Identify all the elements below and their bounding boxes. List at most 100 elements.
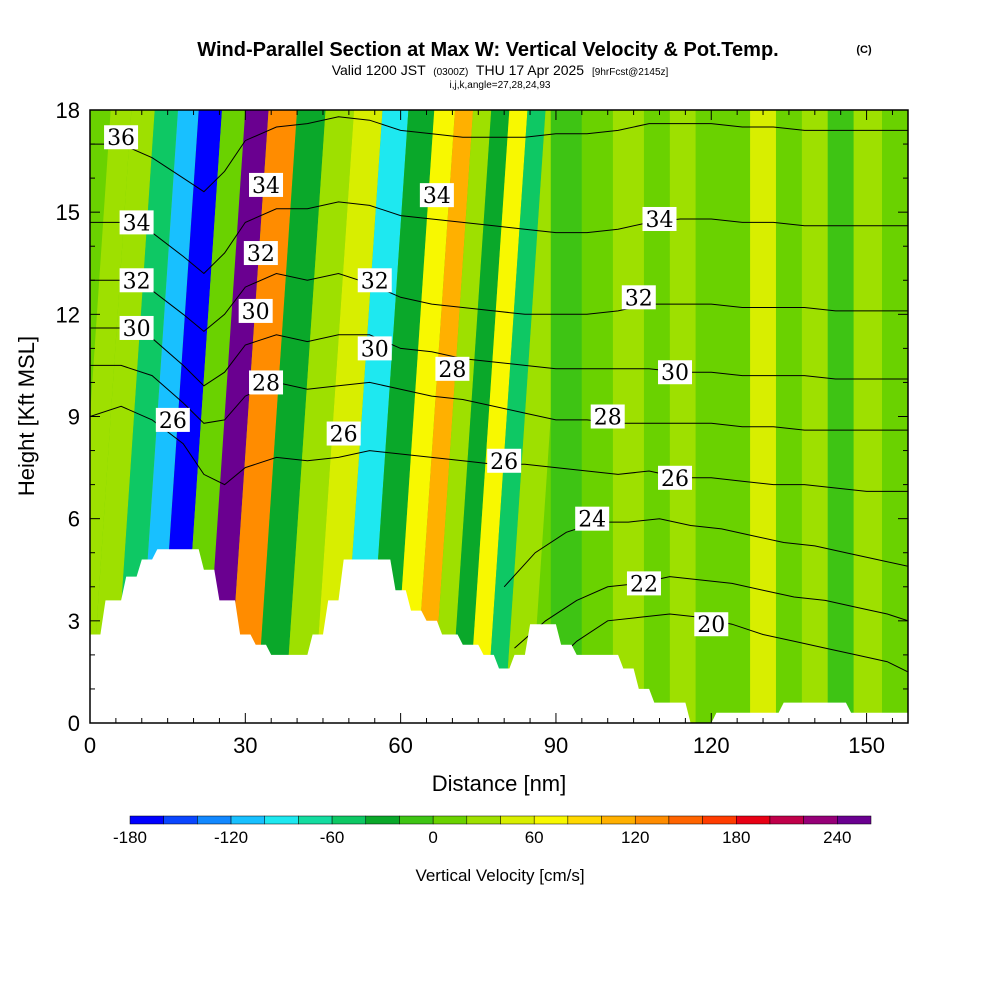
velocity-band <box>284 110 355 723</box>
x-tick-label: 30 <box>233 733 257 758</box>
contour-label-text: 34 <box>423 184 451 209</box>
contour-label: 34 <box>119 210 154 236</box>
contour-label-box <box>658 465 693 490</box>
y-tick-label: 0 <box>68 711 80 736</box>
chart-title: Wind-Parallel Section at Max W: Vertical… <box>197 39 778 61</box>
contour-label-box <box>249 172 284 197</box>
contour-label-box <box>435 356 470 381</box>
colorbar-swatch <box>163 815 198 825</box>
velocity-band <box>392 110 455 723</box>
velocity-band <box>467 110 528 723</box>
theta-contour-26 <box>90 405 908 492</box>
contour-label-box <box>658 360 693 385</box>
contour-label-box <box>119 315 154 340</box>
copyright-mark: (C) <box>856 44 872 56</box>
contour-label: 20 <box>694 612 729 638</box>
theta-contour-24 <box>503 518 908 588</box>
colorbar-swatch <box>129 815 164 825</box>
contour-label: 26 <box>658 465 693 492</box>
contour-label: 28 <box>435 356 470 383</box>
forecast-info: [9hrFcst@2145z] <box>592 67 669 78</box>
contour-label-box <box>326 421 361 446</box>
contour-label-text: 32 <box>247 242 275 267</box>
contour-label: 34 <box>419 183 454 209</box>
contour-label-text: 26 <box>330 423 358 448</box>
velocity-band <box>113 110 179 723</box>
velocity-band <box>486 110 546 723</box>
colorbar-swatch <box>567 815 602 825</box>
contour-label: 26 <box>155 407 190 434</box>
x-tick-label: 120 <box>693 733 730 758</box>
valid-utc: (0300Z) <box>433 67 468 78</box>
contour-label-text: 24 <box>578 508 606 533</box>
colorbar-swatch <box>466 815 501 825</box>
terrain-mask <box>90 549 908 723</box>
colorbar-tick-label: 240 <box>823 828 851 847</box>
theta-contour-30 <box>90 327 908 387</box>
velocity-band <box>227 110 298 723</box>
contour-label-box <box>575 506 610 531</box>
contour-label-box <box>694 612 729 637</box>
valid-date: THU 17 Apr 2025 <box>476 62 584 78</box>
contour-label-box <box>590 404 625 429</box>
y-tick-label: 12 <box>56 302 80 327</box>
contour-label-box <box>238 298 273 323</box>
contour-label-box <box>243 241 278 266</box>
velocity-band <box>449 110 510 723</box>
colorbar-swatch <box>668 815 703 825</box>
y-tick-label: 15 <box>56 200 80 225</box>
contour-label-box <box>357 336 392 361</box>
colorbar-tick-label: 180 <box>722 828 750 847</box>
colorbar-swatch <box>365 815 400 825</box>
contour-label-text: 28 <box>438 358 466 383</box>
y-tick-label: 3 <box>68 609 80 634</box>
y-tick-label: 18 <box>56 98 80 123</box>
contour-label: 22 <box>626 571 661 597</box>
colorbar-swatch <box>432 815 468 825</box>
velocity-band <box>775 110 802 723</box>
velocity-band <box>550 110 582 723</box>
contour-label-text: 36 <box>107 126 135 151</box>
y-tick-label: 9 <box>68 405 80 430</box>
contour-label: 28 <box>590 404 625 431</box>
theta-contours <box>90 116 908 673</box>
contour-label-text: 32 <box>625 286 653 311</box>
contour-label-text: 26 <box>159 409 187 434</box>
contour-label-text: 30 <box>661 361 689 386</box>
contour-label-box <box>155 407 190 432</box>
contour-label-text: 30 <box>361 337 389 362</box>
velocity-band <box>90 110 155 723</box>
valid-time-line: Valid 1200 JST (0300Z) THU 17 Apr 2025 [… <box>332 62 669 78</box>
colorbar-swatch <box>197 815 232 825</box>
contour-label-box <box>119 210 154 235</box>
colorbar-swatch <box>500 815 535 825</box>
colorbar-swatch <box>298 815 333 825</box>
contour-label: 30 <box>658 360 693 386</box>
colorbar-swatch <box>736 815 771 825</box>
grid-info: i,j,k,angle=27,28,24,93 <box>450 80 551 91</box>
x-tick-label: 60 <box>388 733 412 758</box>
contour-labels: 36 34 32 30 26 34 32 30 28 34 32 30 28 26 26 34 32 30 28 26… <box>104 125 729 638</box>
colorbar-swatch <box>399 815 434 825</box>
contour-label: 34 <box>249 172 284 199</box>
contour-label: 30 <box>238 298 273 325</box>
contour-label-text: 30 <box>242 300 270 325</box>
y-axis-label: Height [Kft MSL] <box>14 336 39 496</box>
velocity-band <box>695 110 725 723</box>
colorbar-tick-label: -60 <box>320 828 345 847</box>
contour-label-text: 26 <box>661 467 689 492</box>
terrain-fill <box>90 549 908 723</box>
contour-label-text: 34 <box>123 211 151 236</box>
velocity-band <box>724 110 751 723</box>
contour-label-text: 34 <box>252 174 280 199</box>
theta-contour-22 <box>514 576 908 649</box>
x-tick-label: 150 <box>848 733 885 758</box>
contour-label-box <box>419 183 454 208</box>
contour-label-box <box>621 285 656 310</box>
contour-label-box <box>487 448 522 473</box>
contour-label: 32 <box>119 268 154 294</box>
contour-label-box <box>642 206 677 231</box>
contour-label-box <box>119 268 154 293</box>
colorbar-swatch <box>331 815 367 825</box>
